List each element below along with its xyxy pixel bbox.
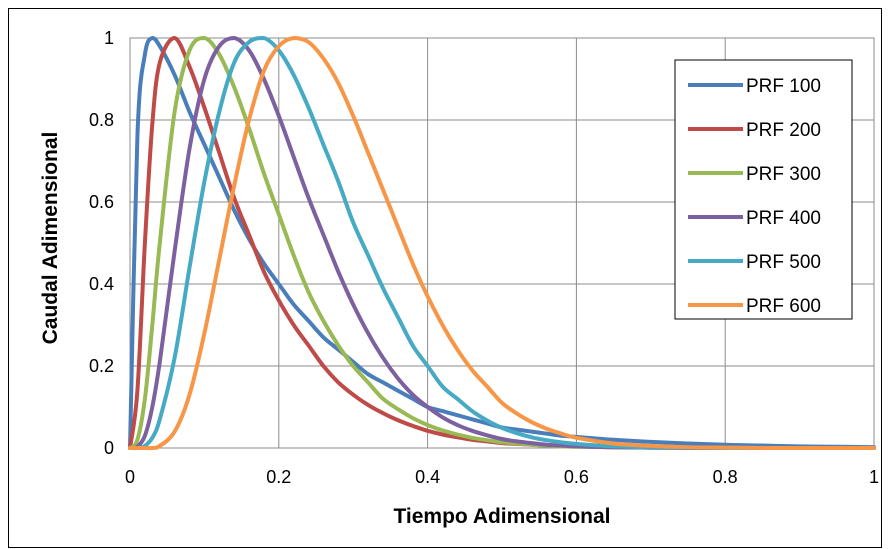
legend-label: PRF 400 (746, 208, 821, 229)
legend-label: PRF 600 (746, 296, 821, 317)
y-tick-label: 0.8 (89, 110, 114, 130)
legend-label: PRF 200 (746, 120, 821, 141)
x-tick-label: 0.8 (713, 467, 738, 487)
y-tick-label: 0 (104, 438, 114, 458)
legend-label: PRF 500 (746, 252, 821, 273)
x-axis-ticks: 0 0.2 0.4 0.6 0.8 1 (125, 467, 879, 487)
x-tick-label: 0 (125, 467, 135, 487)
line-chart: 0 0.2 0.4 0.6 0.8 1 0 0.2 0.4 0.6 0.8 1 Tiempo Adi… (39, 28, 879, 528)
legend-item-5: PRF 500 (688, 252, 821, 273)
legend-label: PRF 100 (746, 76, 821, 97)
y-axis-ticks: 0 0.2 0.4 0.6 0.8 1 (89, 28, 114, 458)
legend-item-4: PRF 400 (688, 208, 821, 229)
legend-label: PRF 300 (746, 164, 821, 185)
y-tick-label: 0.2 (89, 356, 114, 376)
legend-item-1: PRF 100 (688, 76, 821, 97)
legend-item-3: PRF 300 (688, 164, 821, 185)
y-tick-label: 0.4 (89, 274, 114, 294)
x-tick-label: 0.2 (266, 467, 291, 487)
x-tick-label: 0.4 (415, 467, 440, 487)
y-axis-title: Caudal Adimensional (39, 132, 62, 345)
legend-box (674, 59, 853, 320)
series-line-5 (128, 36, 876, 451)
x-tick-label: 0.6 (564, 467, 589, 487)
y-tick-label: 1 (104, 28, 114, 48)
y-tick-label: 0.6 (89, 192, 114, 212)
x-tick-label: 1 (869, 467, 879, 487)
x-axis-title: Tiempo Adimensional (393, 505, 610, 528)
chart-frame: 0 0.2 0.4 0.6 0.8 1 0 0.2 0.4 0.6 0.8 1 Tiempo Adi… (8, 8, 882, 548)
legend-item-6: PRF 600 (688, 296, 821, 317)
series-lines (128, 36, 876, 451)
plot-area-border (129, 37, 875, 449)
plot-area (129, 37, 875, 449)
legend-item-2: PRF 200 (688, 120, 821, 141)
series-line-6 (128, 36, 876, 451)
legend: PRF 100 PRF 200 PRF 300 PRF 400 PRF 500 PRF 6… (674, 59, 853, 320)
series-line-1 (128, 36, 876, 450)
